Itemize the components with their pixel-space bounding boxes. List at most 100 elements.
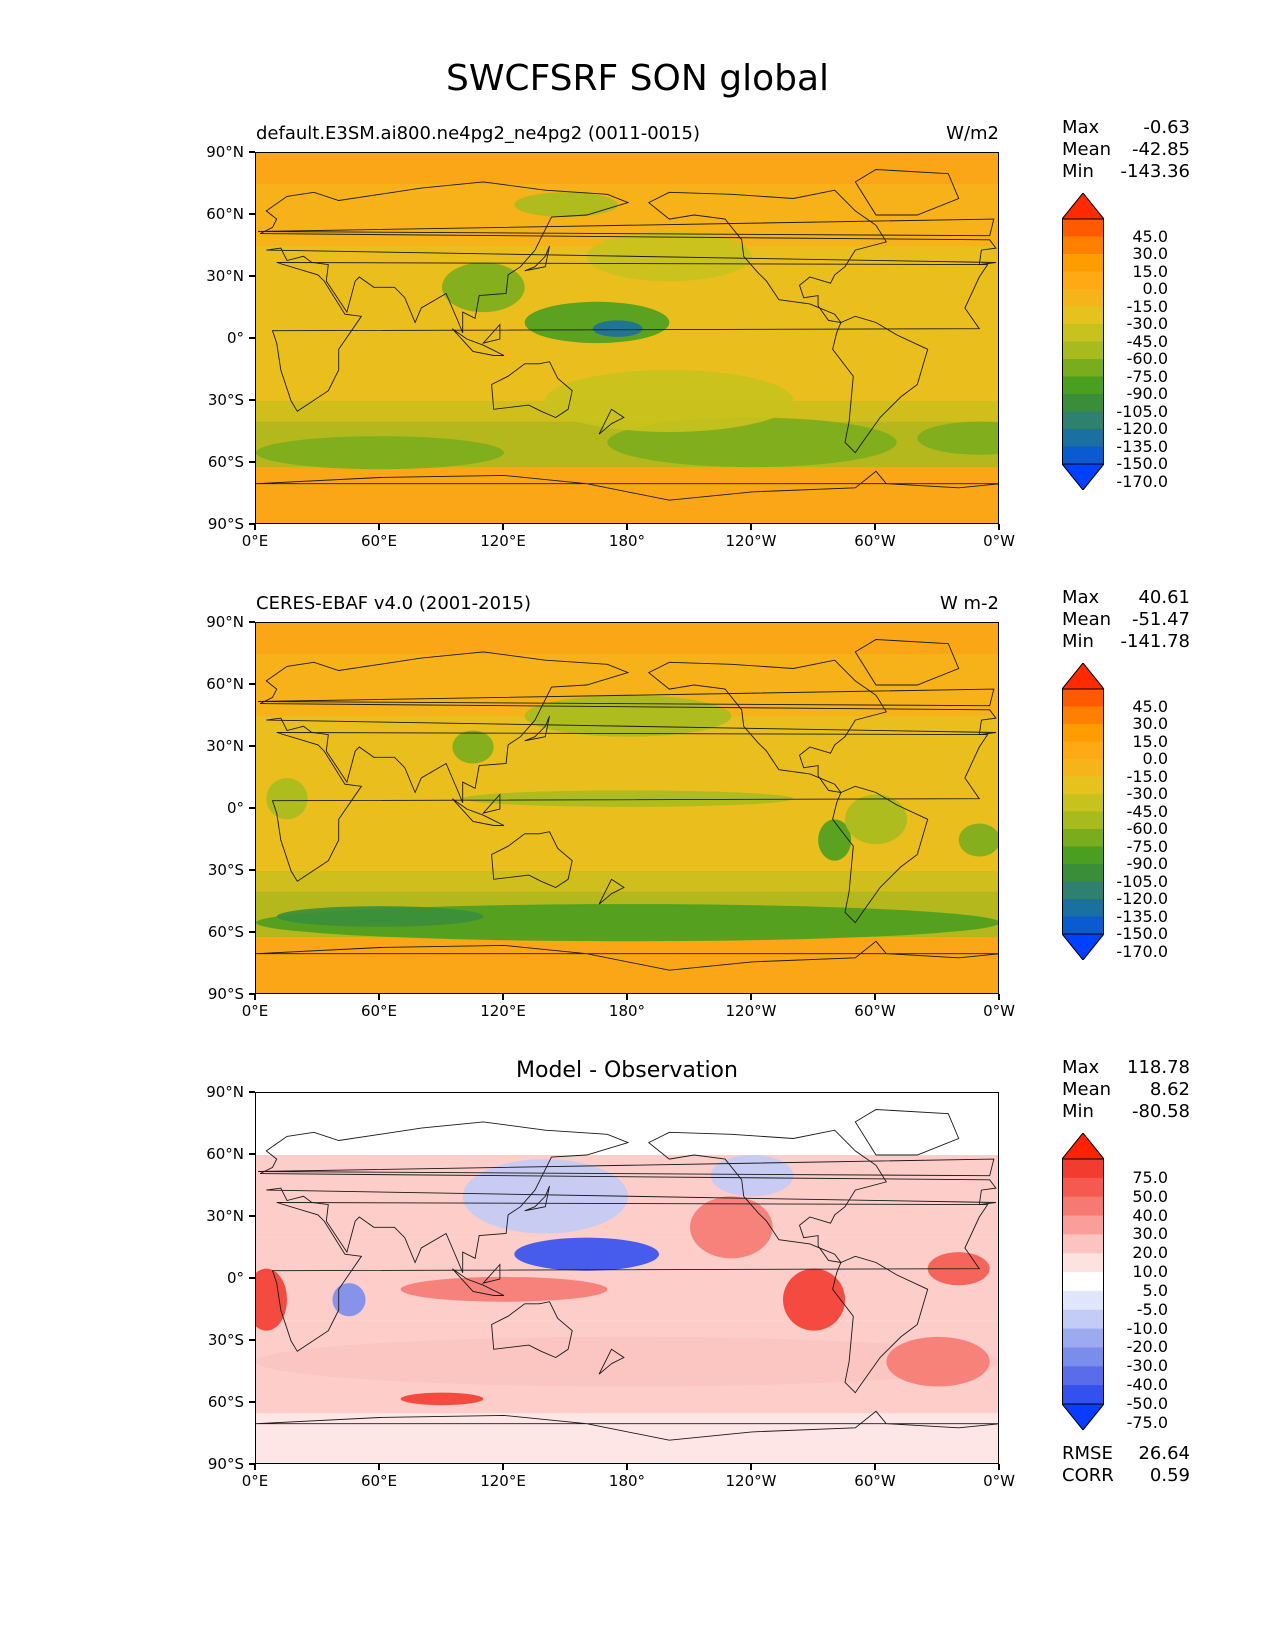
coastline <box>491 831 573 889</box>
colorbar-tick-label: -5.0 <box>1136 1299 1168 1319</box>
colorbar-outline <box>1062 688 1104 935</box>
panel-model-units: W/m2 <box>946 123 999 144</box>
lat-tick-mark <box>249 931 255 933</box>
stat-value: 118.78 <box>1127 1057 1190 1078</box>
colorbar-extend-bottom <box>1062 1403 1104 1430</box>
lon-tick-label: 180° <box>608 1002 646 1020</box>
coastline <box>647 189 888 324</box>
lat-tick-mark <box>249 1339 255 1341</box>
coastline <box>598 878 625 905</box>
colorbar-segment <box>1062 306 1104 325</box>
coastline <box>491 1301 573 1359</box>
panel-diff-title: Model - Observation <box>516 1058 738 1083</box>
colorbar-tick-label: 50.0 <box>1132 1186 1168 1206</box>
colorbar-segment <box>1062 254 1104 272</box>
lat-tick-mark <box>249 1277 255 1279</box>
colorbar-segment <box>1062 1215 1104 1235</box>
lat-tick-label: 60°S <box>207 1393 244 1411</box>
panel-diff-colorbar-labels: 75.0 50.0 40.0 30.0 20.0 10.0 5.0 -5.0 -10.0 -20.… <box>1100 1133 1168 1430</box>
colorbar-tick-label: -135.0 <box>1116 906 1168 926</box>
colorbar-tick-label: 0.0 <box>1142 749 1168 768</box>
panel-model-title: default.E3SM.ai800.ne4pg2_ne4pg2 (0011-0… <box>256 123 701 144</box>
lon-tick-label: 60°W <box>854 1002 896 1020</box>
colorbar-tick-label: 0.0 <box>1142 279 1168 298</box>
colorbar-tick-label: -105.0 <box>1116 871 1168 891</box>
colorbar-segment <box>1062 724 1104 742</box>
field-band <box>256 1413 998 1463</box>
lon-tick-label: 120°E <box>480 532 526 550</box>
lon-tick-mark <box>998 1464 1000 1470</box>
field-region <box>452 730 494 764</box>
colorbar-segment <box>1062 411 1104 430</box>
lat-tick-mark <box>249 337 255 339</box>
lat-tick-label: 60°S <box>207 453 244 471</box>
coastline <box>854 1109 960 1156</box>
field-region <box>710 1155 794 1197</box>
lat-tick-mark <box>249 1463 255 1465</box>
colorbar-segment <box>1062 394 1104 412</box>
lon-tick-mark <box>378 1464 380 1470</box>
lat-tick-label: 30°S <box>207 391 244 409</box>
coastline <box>524 715 550 742</box>
lon-tick-mark <box>502 524 504 530</box>
coastline <box>854 639 960 686</box>
coastline <box>598 408 625 435</box>
field-region <box>545 370 794 432</box>
colorbar-segment <box>1062 829 1104 847</box>
coastline <box>598 1348 625 1375</box>
field-region <box>276 906 484 927</box>
colorbar-tick-label: -15.0 <box>1126 766 1168 786</box>
colorbar-segment <box>1062 864 1104 882</box>
colorbar-tick-label: 20.0 <box>1132 1243 1168 1263</box>
colorbar-tick-label: -90.0 <box>1126 854 1168 873</box>
coastline <box>451 798 505 826</box>
field-region <box>592 320 643 337</box>
stat-label: Mean <box>1062 609 1112 630</box>
colorbar-segment <box>1062 271 1104 290</box>
colorbar-tick-label: 30.0 <box>1132 244 1168 263</box>
lat-tick-label: 90°S <box>207 1455 244 1473</box>
coastline <box>451 328 505 356</box>
lat-tick-mark <box>249 1215 255 1217</box>
colorbar-tick-label: -170.0 <box>1116 941 1168 961</box>
coastline <box>271 262 989 412</box>
colorbar-segment <box>1062 899 1104 917</box>
lon-tick-label: 0°W <box>983 532 1015 550</box>
stat-value: -80.58 <box>1131 1101 1190 1122</box>
lat-tick-mark <box>249 523 255 525</box>
stat-value: -51.47 <box>1131 609 1190 630</box>
colorbar-tick-label: -75.0 <box>1126 836 1168 856</box>
lat-tick-mark <box>249 275 255 277</box>
lon-tick-mark <box>998 994 1000 1000</box>
lon-tick-mark <box>874 1464 876 1470</box>
coastline <box>259 181 997 333</box>
field-region <box>958 823 998 857</box>
colorbar-segment <box>1062 376 1104 395</box>
figure-title: SWCFSRF SON global <box>445 58 830 99</box>
lon-tick-label: 120°E <box>480 1472 526 1490</box>
lon-tick-mark <box>750 1464 752 1470</box>
lon-tick-mark <box>874 994 876 1000</box>
coastline <box>491 361 573 419</box>
stat-label: Max <box>1062 1057 1100 1078</box>
colorbar-tick-label: -135.0 <box>1116 436 1168 456</box>
coastline <box>832 1255 929 1394</box>
lon-tick-label: 0°W <box>983 1002 1015 1020</box>
lat-tick-label: 60°N <box>206 675 244 693</box>
colorbar-segment <box>1062 1234 1104 1254</box>
field-region <box>886 1336 990 1387</box>
colorbar-tick-label: -30.0 <box>1126 784 1168 803</box>
stat-label: Min <box>1062 631 1094 652</box>
colorbar-segment <box>1062 429 1104 447</box>
colorbar-tick-label: -90.0 <box>1126 384 1168 403</box>
lon-tick-mark <box>626 994 628 1000</box>
stat-label: Mean <box>1062 139 1112 160</box>
lon-tick-label: 60°E <box>360 1002 398 1020</box>
lon-tick-label: 180° <box>608 532 646 550</box>
colorbar-tick-label: -60.0 <box>1126 349 1168 368</box>
lat-tick-mark <box>249 151 255 153</box>
lon-tick-label: 60°W <box>854 532 896 550</box>
field-region <box>266 778 308 820</box>
colorbar-tick-label: -150.0 <box>1116 454 1168 473</box>
stat-label: Max <box>1062 587 1100 608</box>
